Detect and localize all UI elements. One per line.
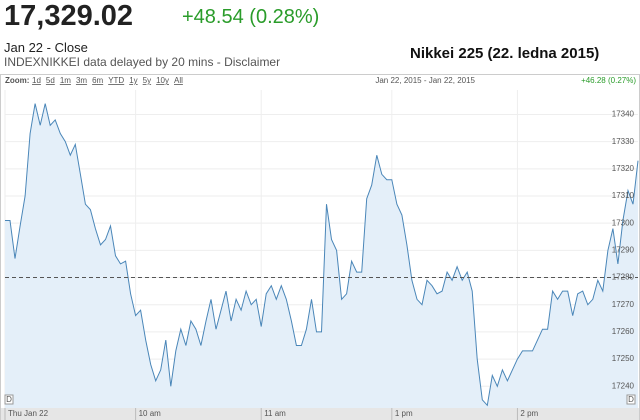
price-change: +48.54 (0.28%) xyxy=(182,6,320,28)
flag-box xyxy=(4,394,14,405)
x-tick-label: Thu Jan 22 xyxy=(8,409,49,418)
zoom-option[interactable]: 1d xyxy=(32,76,41,85)
zoom-option[interactable]: 5y xyxy=(143,76,151,85)
y-tick-label: 17310 xyxy=(612,191,635,200)
x-axis-strip xyxy=(1,408,639,420)
zoom-options: 1d 5d 1m 3m 6m YTD 1y 5y 10y All xyxy=(32,76,183,85)
y-tick-label: 17250 xyxy=(612,354,635,363)
y-tick-label: 17260 xyxy=(612,327,635,336)
chart-title: Nikkei 225 (22. ledna 2015) xyxy=(410,45,600,62)
date-label: Jan 22 - Close xyxy=(4,40,88,55)
x-tick-label: 10 am xyxy=(139,409,162,418)
y-tick-label: 17290 xyxy=(612,245,635,254)
x-tick-label: 2 pm xyxy=(520,409,538,418)
range-change: +46.28 (0.27%) xyxy=(581,76,636,85)
line xyxy=(5,103,639,407)
y-tick-label: 17330 xyxy=(612,137,635,146)
flag-label: D xyxy=(628,395,634,404)
x-tick-label: 11 am xyxy=(264,409,286,418)
zoom-option[interactable]: All xyxy=(174,76,183,85)
zoom-option[interactable]: YTD xyxy=(108,76,124,85)
price: 17,329.02 xyxy=(4,0,134,32)
zoom-option[interactable]: 1y xyxy=(129,76,137,85)
x-tick-label: 1 pm xyxy=(395,409,413,418)
zoom-option[interactable]: 1m xyxy=(60,76,71,85)
y-tick-label: 17270 xyxy=(612,300,635,309)
zoom-option[interactable]: 3m xyxy=(76,76,87,85)
flag-label: D xyxy=(6,395,12,404)
zoom-option[interactable]: 6m xyxy=(92,76,103,85)
source-note[interactable]: INDEXNIKKEI data delayed by 20 mins - Di… xyxy=(4,55,281,69)
zoom-label: Zoom: xyxy=(5,76,29,85)
y-tick-label: 17300 xyxy=(612,218,635,227)
zoom-option[interactable]: 10y xyxy=(156,76,169,85)
y-tick-label: 17340 xyxy=(612,110,635,119)
zoom-option[interactable]: 5d xyxy=(46,76,55,85)
y-tick-label: 17240 xyxy=(612,381,635,390)
y-tick-label: 17280 xyxy=(612,273,635,282)
range-label: Jan 22, 2015 - Jan 22, 2015 xyxy=(375,76,475,85)
area xyxy=(5,103,638,408)
y-tick-label: 17320 xyxy=(612,164,635,173)
flag-box xyxy=(626,394,636,405)
